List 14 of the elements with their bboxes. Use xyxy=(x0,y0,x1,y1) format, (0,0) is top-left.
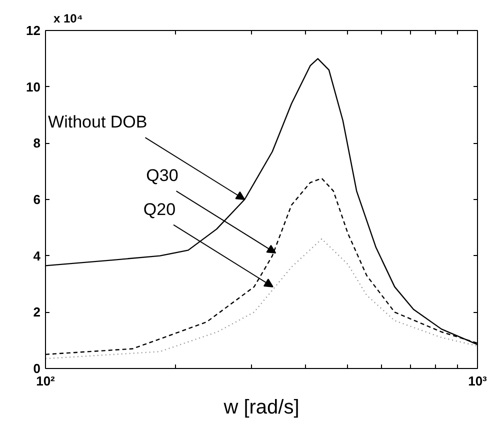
y-tick-label: 12 xyxy=(26,23,41,38)
annotation: Q30 xyxy=(146,166,178,186)
annotation: Q20 xyxy=(143,200,176,219)
x-axis-title: w [rad/s] xyxy=(222,396,300,418)
x-tick-label: 10² xyxy=(36,374,56,388)
y-tick-label: 4 xyxy=(33,248,42,264)
y-tick-label: 0 xyxy=(33,361,41,376)
y-tick-label: 6 xyxy=(33,192,41,207)
annotation: Without DOB xyxy=(48,112,148,132)
y-tick-label: 2 xyxy=(33,304,41,320)
y-tick-label: 8 xyxy=(33,136,41,151)
y-tick-label: 10 xyxy=(26,79,41,94)
x-tick-label: 10³ xyxy=(468,374,488,388)
text: x 10⁴ xyxy=(54,12,83,26)
